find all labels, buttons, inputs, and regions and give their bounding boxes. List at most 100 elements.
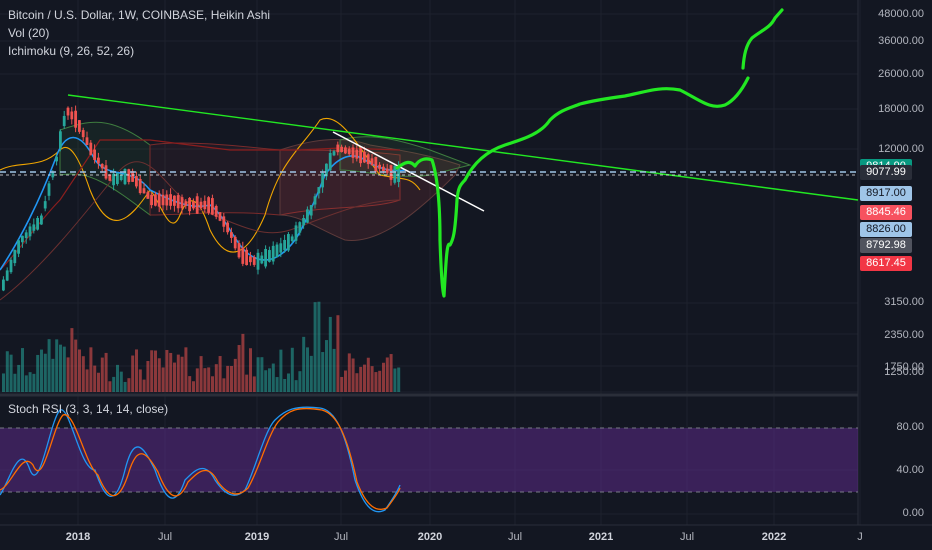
time-axis-label: Jul — [157, 531, 173, 543]
volume-bar — [157, 358, 161, 392]
volume-bar — [393, 368, 397, 392]
candle-body — [36, 217, 39, 230]
legend-main[interactable]: Bitcoin / U.S. Dollar, 1W, COINBASE, Hei… — [8, 8, 271, 22]
candle-body — [51, 171, 55, 178]
volume-bar — [207, 367, 211, 392]
volume-bar — [81, 356, 85, 392]
candle-body — [298, 222, 302, 233]
candle-body — [321, 172, 324, 188]
candle-body — [268, 250, 271, 262]
volume-bar — [150, 350, 154, 392]
price-tag: 8845.46 — [860, 205, 912, 220]
volume-bar — [211, 376, 214, 392]
candle-body — [355, 149, 359, 159]
volume-bar — [302, 336, 306, 392]
candle-body — [47, 183, 51, 196]
volume-bar — [290, 347, 294, 392]
candle-body — [214, 206, 218, 217]
candle-body — [142, 188, 146, 194]
legend-ichimoku[interactable]: Ichimoku (9, 26, 52, 26) — [8, 44, 135, 58]
price-axis-label: 1750.00 — [884, 361, 924, 373]
volume-bar — [47, 339, 51, 392]
candle-body — [241, 247, 245, 264]
candle-body — [264, 248, 267, 267]
volume-bar — [385, 357, 389, 392]
price-axis-label: 3150.00 — [884, 296, 924, 308]
volume-bar — [351, 358, 355, 392]
volume-bar — [199, 356, 203, 392]
volume-bar — [214, 364, 218, 392]
candle-body — [332, 151, 336, 156]
legend-volume[interactable]: Vol (20) — [8, 26, 50, 40]
volume-bar — [146, 360, 150, 392]
volume-bar — [218, 356, 222, 392]
heikin-ashi-candles — [2, 105, 400, 292]
candle-body — [165, 194, 169, 206]
volume-bar — [66, 357, 70, 392]
volume-bar — [355, 373, 359, 392]
candle-body — [74, 110, 77, 128]
volume-bar — [249, 348, 252, 392]
candle-body — [378, 164, 381, 169]
volume-bar — [165, 349, 169, 392]
price-tag: 9077.99 — [860, 165, 912, 180]
volume-bar — [336, 315, 340, 392]
candle-body — [119, 175, 123, 180]
candle-body — [230, 232, 233, 238]
volume-bar — [127, 378, 131, 392]
volume-bar — [51, 358, 55, 392]
candle-body — [233, 236, 237, 249]
candle-body — [222, 216, 226, 227]
volume-bar — [283, 378, 287, 392]
candle-body — [116, 173, 119, 184]
volume-bar — [119, 371, 123, 392]
volume-bar — [195, 368, 199, 392]
volume-bar — [142, 379, 146, 392]
candle-body — [81, 130, 85, 138]
volume-bar — [233, 358, 237, 392]
candle-body — [393, 165, 397, 183]
volume-bar — [203, 368, 207, 392]
candle-body — [385, 168, 389, 173]
volume-bar — [24, 375, 28, 392]
volume-bar — [298, 371, 302, 392]
volume-bar — [294, 380, 298, 392]
volume-bar — [397, 367, 401, 392]
volume-bar — [9, 354, 13, 392]
volume-bar — [184, 347, 188, 392]
candle-body — [28, 226, 32, 237]
volume-bar — [245, 374, 249, 392]
volume-bar — [306, 347, 309, 392]
candle-body — [135, 176, 138, 187]
volume-bar — [28, 372, 32, 392]
candle-body — [176, 195, 180, 209]
volume-bar — [2, 373, 5, 392]
candle-body — [5, 270, 9, 281]
volume-bar — [226, 365, 230, 392]
price-axis-label: 12000.00 — [878, 143, 924, 155]
volume-bar — [85, 369, 89, 392]
candle-body — [55, 156, 58, 162]
candle-body — [70, 111, 74, 120]
candle-body — [275, 244, 279, 258]
candle-body — [180, 197, 184, 209]
volume-bar — [70, 328, 74, 392]
candle-body — [108, 174, 112, 181]
legend-stoch-rsi[interactable]: Stoch RSI (3, 3, 14, 14, close) — [8, 402, 169, 416]
volume-bar — [332, 348, 336, 392]
candle-body — [192, 201, 195, 209]
candle-body — [344, 147, 347, 154]
candle-body — [97, 157, 100, 164]
time-axis-label: Jul — [507, 531, 523, 543]
candle-body — [218, 212, 222, 221]
freehand-projection — [395, 76, 750, 298]
price-axis-label: 2350.00 — [884, 329, 924, 341]
volume-bar — [192, 381, 195, 392]
price-axis-label: 1250.00 — [884, 366, 924, 378]
volume-bar — [230, 365, 233, 392]
time-axis-label: Jul — [679, 531, 695, 543]
candle-body — [24, 232, 28, 239]
volume-bar — [74, 339, 78, 392]
volume-bar — [97, 372, 100, 392]
